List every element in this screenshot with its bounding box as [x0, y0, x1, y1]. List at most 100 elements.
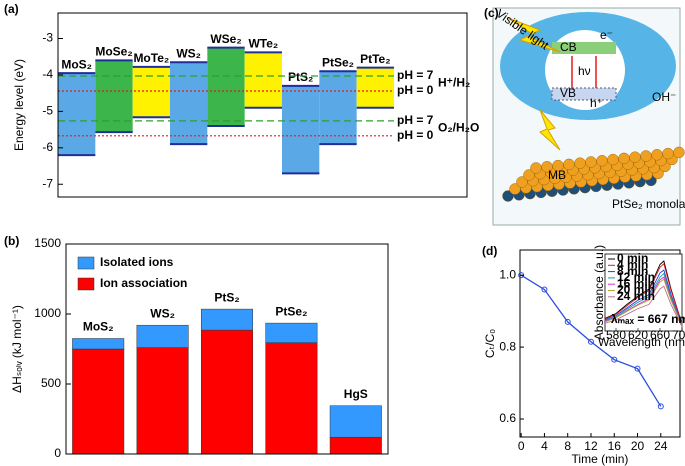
category-label: PtS₂ — [214, 290, 239, 304]
legend-label: 16 min — [617, 276, 655, 290]
band-gap — [132, 66, 170, 118]
x-tick-label: 8 — [564, 439, 571, 453]
legend-swatch — [77, 277, 95, 291]
atom — [607, 153, 619, 166]
category-label: PtSe₂ — [322, 55, 354, 69]
reference-label: pH = 7 — [397, 68, 434, 82]
y-tick-label: 1.0 — [499, 267, 516, 281]
legend-swatch — [77, 256, 95, 270]
data-point — [634, 365, 641, 372]
bar-segment — [329, 405, 382, 438]
category-label: WSe₂ — [210, 32, 241, 46]
diagram-label: e⁻ — [600, 28, 613, 42]
reference-label: pH = 7 — [397, 113, 434, 127]
bar-segment — [136, 347, 189, 455]
atom — [574, 157, 586, 169]
data-point — [657, 403, 664, 410]
spectrum-line — [604, 269, 683, 325]
atom — [618, 152, 630, 165]
category-label: PtS₂ — [288, 70, 313, 84]
y-tick-label: -4 — [42, 67, 53, 81]
atom — [585, 156, 597, 168]
atom — [673, 146, 685, 159]
bar-segment — [329, 436, 382, 455]
x-tick-label: 20 — [631, 439, 645, 453]
light-bolt — [507, 17, 561, 53]
y-tick-label: 0 — [54, 446, 61, 460]
y-axis-label: ΔHₛₒₗᵥ (kJ mol⁻¹) — [10, 305, 24, 393]
plot-frame — [57, 12, 468, 198]
band-gap — [282, 85, 320, 174]
bar-segment — [200, 329, 254, 455]
spectrum-line — [604, 272, 683, 326]
atom — [530, 162, 542, 174]
diagram-label: h⁺ — [590, 96, 603, 110]
couple-label: O₂/H₂O — [438, 120, 479, 134]
bar-segment — [136, 324, 189, 348]
x-tick-label: 580 — [606, 328, 626, 342]
y-tick-label: -5 — [42, 104, 53, 118]
y-axis-label: Absorbance (a.u.) — [592, 245, 606, 340]
diagram-label: OH⁻ — [652, 90, 676, 104]
y-axis-label: Energy level (eV) — [12, 59, 26, 151]
legend-label: Isolated ions — [100, 255, 174, 269]
plot-frame — [519, 249, 681, 438]
band-gap — [244, 52, 282, 108]
band-gap — [207, 47, 245, 126]
legend-label: Ion association — [100, 276, 187, 290]
legend-label: 20 min — [617, 283, 655, 297]
data-point — [611, 356, 618, 363]
diagram-label: VB — [560, 86, 576, 100]
x-tick-label: 16 — [608, 439, 622, 453]
y-tick-label: -6 — [42, 140, 53, 154]
y-tick-label: 0.6 — [499, 411, 516, 425]
x-tick-label: 700 — [672, 328, 685, 342]
cb-band — [552, 42, 616, 54]
diagram-label: hν — [578, 64, 591, 78]
legend-label: 8 min — [617, 264, 648, 278]
x-axis-label: Wavelength (nm) — [598, 335, 685, 349]
panel-label: (b) — [4, 234, 19, 248]
y-axis-label: Cₜ/C₀ — [483, 329, 497, 358]
category-label: MoTe₂ — [133, 51, 169, 65]
band-gap — [319, 71, 357, 145]
category-label: MoS₂ — [83, 320, 114, 334]
data-point — [541, 286, 548, 293]
data-point — [587, 338, 594, 345]
band-gap — [170, 62, 208, 145]
atom — [629, 151, 641, 163]
panel-label: (a) — [4, 2, 19, 16]
atom — [651, 149, 663, 161]
band-gap — [58, 73, 96, 156]
x-tick-label: 660 — [650, 328, 670, 342]
category-label: WS₂ — [150, 306, 175, 320]
schematic — [492, 7, 685, 226]
spectrum-line — [604, 278, 683, 327]
y-tick-label: 1500 — [34, 236, 61, 250]
spectrum-line — [604, 262, 683, 325]
bar-segment — [265, 342, 318, 455]
y-tick-label: 500 — [41, 376, 61, 390]
category-label: MoSe₂ — [95, 45, 132, 59]
y-tick-label: 0.8 — [499, 339, 516, 353]
x-tick-label: 620 — [628, 328, 648, 342]
reference-label: pH = 0 — [397, 83, 434, 97]
legend-label: 24 min — [617, 289, 655, 303]
light-bolt — [539, 109, 561, 151]
category-label: MoS₂ — [61, 57, 92, 71]
data-line — [520, 274, 662, 407]
bar-segment — [72, 348, 125, 455]
vb-band — [551, 87, 617, 101]
x-tick-label: 24 — [654, 439, 668, 453]
atom — [662, 147, 674, 160]
diagram-label: (c) — [484, 6, 499, 20]
category-label: WS₂ — [176, 46, 201, 60]
y-tick-label: 1000 — [34, 306, 61, 320]
category-label: PtTe₂ — [360, 52, 390, 66]
plot-frame — [65, 243, 389, 455]
legend-label: 4 min — [617, 257, 648, 271]
diagram-label: PtSe₂ monolayer — [612, 197, 685, 211]
bar-segment — [72, 338, 125, 350]
category-label: WTe₂ — [248, 37, 278, 51]
